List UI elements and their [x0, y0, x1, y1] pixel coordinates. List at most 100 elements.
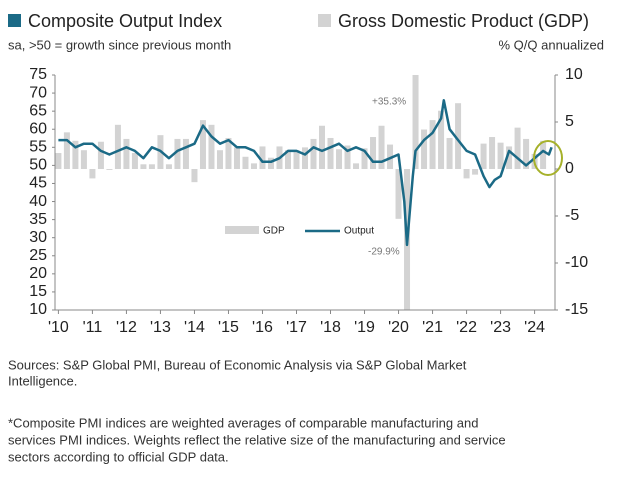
y-tick-label: 65 — [29, 102, 47, 119]
bar — [123, 138, 130, 169]
chart-title-2: Gross Domestic Product (GDP) — [338, 11, 589, 31]
y2-tick-label: 5 — [565, 113, 574, 130]
bar — [395, 169, 402, 219]
bar — [514, 127, 521, 169]
bar — [233, 147, 240, 169]
series-group — [55, 75, 553, 310]
bar — [387, 144, 394, 169]
bar — [302, 147, 308, 169]
bar — [208, 124, 215, 169]
y-tick-label: 10 — [29, 301, 47, 318]
bar — [89, 169, 96, 179]
bar — [174, 138, 181, 169]
bar — [114, 124, 121, 169]
bar — [250, 163, 257, 169]
bar — [506, 146, 513, 169]
footnote: sectors according to official GDP data. — [8, 449, 229, 464]
chart-title: Composite Output Index — [28, 11, 222, 31]
bar — [429, 120, 436, 169]
y2-tick-label: -15 — [565, 301, 588, 318]
bar — [438, 110, 445, 169]
bar — [225, 137, 232, 169]
subtitle-2: % Q/Q annualized — [498, 37, 604, 52]
annotation: -29.9% — [368, 247, 400, 258]
legend-swatch — [8, 14, 21, 27]
bar — [284, 150, 291, 169]
x-tick-label: '23 — [490, 319, 511, 336]
annotation: +35.3% — [372, 97, 406, 108]
bar — [182, 138, 189, 169]
bar — [199, 120, 206, 169]
x-tick-label: '11 — [83, 319, 103, 336]
bar — [267, 157, 274, 169]
legend-swatch — [225, 226, 259, 234]
y2-tick-label: 10 — [565, 66, 583, 83]
bar — [540, 140, 547, 169]
y-tick-label: 50 — [29, 157, 47, 174]
bar — [463, 169, 470, 179]
bar — [446, 137, 453, 169]
bar — [319, 125, 326, 169]
x-tick-label: '12 — [116, 319, 137, 336]
legend-label: GDP — [263, 226, 285, 237]
y-tick-label: 15 — [29, 283, 47, 300]
y-tick-label: 20 — [29, 265, 47, 282]
x-tick-label: '18 — [320, 319, 341, 336]
x-tick-label: '13 — [150, 319, 171, 336]
y-tick-label: 75 — [29, 66, 47, 83]
x-tick-label: '14 — [184, 319, 205, 336]
x-tick-label: '20 — [388, 319, 409, 336]
x-tick-label: '10 — [48, 319, 69, 336]
y-tick-label: 60 — [29, 120, 47, 137]
highlight-circle — [533, 140, 563, 176]
subtitle: sa, >50 = growth since previous month — [8, 37, 231, 52]
bar — [80, 150, 87, 169]
plot — [55, 75, 553, 310]
bar — [353, 163, 360, 169]
x-tick-label: '21 — [422, 319, 443, 336]
bar — [310, 138, 317, 169]
bar — [361, 148, 368, 169]
legend-swatch — [318, 14, 331, 27]
bar — [455, 103, 462, 169]
y-tick-label: 45 — [29, 175, 47, 192]
bar — [412, 75, 419, 169]
bar — [97, 141, 104, 169]
y-tick-label: 70 — [29, 84, 47, 101]
y-tick-label: 55 — [29, 139, 47, 156]
x-tick-label: '16 — [252, 319, 273, 336]
sources: Intelligence. — [8, 373, 77, 388]
y-tick-label: 40 — [29, 193, 47, 210]
sources: Sources: S&P Global PMI, Bureau of Econo… — [8, 357, 467, 372]
y2-tick-label: -10 — [565, 254, 588, 271]
bar — [421, 129, 428, 169]
bar — [344, 145, 351, 169]
bar — [191, 169, 198, 183]
x-tick-label: '19 — [354, 319, 375, 336]
bar — [523, 138, 530, 169]
bar — [106, 169, 113, 170]
y-tick-label: 35 — [29, 211, 47, 228]
line — [58, 99, 553, 247]
bar — [327, 137, 334, 169]
y2-tick-label: -5 — [565, 207, 579, 224]
x-tick-label: '17 — [286, 319, 307, 336]
bar — [216, 150, 223, 169]
bar — [370, 137, 377, 169]
bar — [259, 146, 266, 169]
x-tick-label: '22 — [456, 319, 477, 336]
y2-tick-label: 0 — [565, 160, 574, 177]
bar — [378, 125, 385, 169]
bar — [55, 153, 62, 169]
y-tick-label: 30 — [29, 229, 47, 246]
bar — [140, 164, 147, 169]
bar — [72, 140, 79, 169]
x-tick-label: '24 — [524, 319, 545, 336]
bar — [336, 149, 343, 169]
bar — [472, 169, 479, 175]
bar — [293, 150, 300, 169]
bar — [242, 156, 249, 169]
bar — [489, 137, 496, 169]
bar — [148, 164, 155, 169]
footnote: services PMI indices. Weights reflect th… — [8, 432, 506, 447]
